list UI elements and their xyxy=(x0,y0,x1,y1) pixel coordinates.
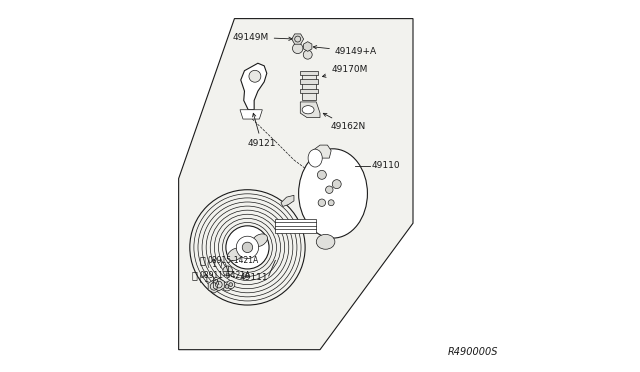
Polygon shape xyxy=(240,110,262,119)
Text: 49162N: 49162N xyxy=(323,113,365,131)
Circle shape xyxy=(249,70,261,82)
Text: Ⓦ: Ⓦ xyxy=(200,256,205,265)
Ellipse shape xyxy=(227,248,243,261)
Polygon shape xyxy=(281,195,294,206)
Polygon shape xyxy=(292,34,303,44)
Circle shape xyxy=(317,170,326,179)
Bar xyxy=(300,89,318,93)
Circle shape xyxy=(332,180,341,189)
Text: 49149+A: 49149+A xyxy=(313,46,377,56)
Circle shape xyxy=(236,236,259,259)
Circle shape xyxy=(292,43,303,54)
Text: 49121: 49121 xyxy=(248,113,276,148)
Circle shape xyxy=(328,200,334,206)
Text: 49170M: 49170M xyxy=(323,65,367,77)
Bar xyxy=(302,73,316,100)
Text: R490000S: R490000S xyxy=(448,347,499,357)
Polygon shape xyxy=(213,278,224,291)
Circle shape xyxy=(326,186,333,193)
Bar xyxy=(300,71,318,75)
Text: 49110: 49110 xyxy=(371,161,400,170)
Circle shape xyxy=(225,285,229,288)
Circle shape xyxy=(318,199,326,206)
Bar xyxy=(275,219,316,232)
Text: 49111: 49111 xyxy=(239,273,268,282)
Polygon shape xyxy=(303,42,312,51)
Ellipse shape xyxy=(302,106,314,114)
Polygon shape xyxy=(241,63,267,110)
Text: ( 1 ): ( 1 ) xyxy=(207,260,223,269)
Circle shape xyxy=(223,282,232,291)
Polygon shape xyxy=(312,145,331,158)
Text: 49149M: 49149M xyxy=(232,33,292,42)
Text: ( 1 ): ( 1 ) xyxy=(199,275,214,284)
Bar xyxy=(300,79,318,84)
Ellipse shape xyxy=(252,234,268,247)
Circle shape xyxy=(243,242,253,253)
Polygon shape xyxy=(300,102,320,118)
Text: 08915-1421A: 08915-1421A xyxy=(207,256,259,265)
Circle shape xyxy=(229,283,232,286)
Ellipse shape xyxy=(316,234,335,249)
Text: 08911-6421A: 08911-6421A xyxy=(199,271,250,280)
Polygon shape xyxy=(208,280,220,293)
Circle shape xyxy=(223,266,232,276)
Circle shape xyxy=(226,226,269,269)
Circle shape xyxy=(303,50,312,59)
Ellipse shape xyxy=(308,149,322,167)
Ellipse shape xyxy=(299,149,367,238)
Polygon shape xyxy=(179,19,413,350)
Text: Ⓝ: Ⓝ xyxy=(192,270,198,280)
Circle shape xyxy=(227,280,235,289)
